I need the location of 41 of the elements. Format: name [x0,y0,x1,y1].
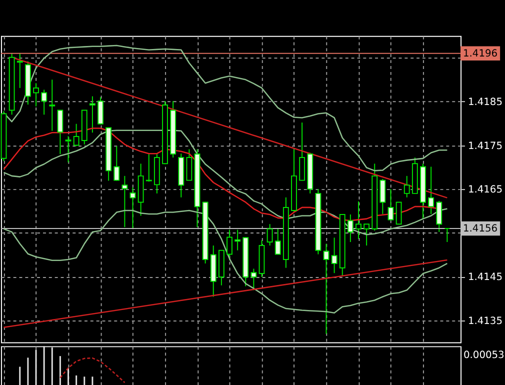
line-series [3,44,448,172]
candlestick [226,229,232,261]
y-tick-label: 1.4175 [468,140,503,152]
candlestick [122,175,128,228]
candlestick [33,82,39,107]
candlestick [98,96,104,125]
ref-line-label: 1.4196 [463,48,498,60]
ref-line-label: 1.4156 [463,223,498,234]
candlestick [347,214,354,243]
candlestick [49,79,56,132]
candlestick [41,89,48,116]
candlestick [444,228,450,243]
candlestick [388,188,394,222]
candlestick [234,229,241,251]
candlestick [130,186,136,230]
candlestick [114,146,120,182]
candlestick [16,52,23,88]
candlestick [186,148,192,181]
line-series [3,210,448,314]
line-series [3,130,448,236]
candlestick [404,175,410,198]
candlestick [396,202,402,225]
candlestick [73,123,80,147]
candlestick [364,224,370,246]
y-tick-label: 1.4135 [468,316,503,327]
candlestick [323,243,330,334]
y-tick-label: 1.4145 [468,272,503,284]
candlestick [274,228,281,255]
candlestick [331,237,338,274]
y-tick-label: 1.4185 [468,96,503,108]
candlestick [266,224,273,246]
candlestick [356,200,362,240]
candlestick [428,166,434,215]
candlestick [299,122,306,182]
candlestick [57,110,64,155]
candlestick [436,200,442,232]
candlestick [380,178,386,215]
y-tick-label: 1.4165 [468,184,503,196]
text: 0.00053 [463,350,504,362]
candlestick [89,96,96,134]
candlestick [65,136,72,163]
